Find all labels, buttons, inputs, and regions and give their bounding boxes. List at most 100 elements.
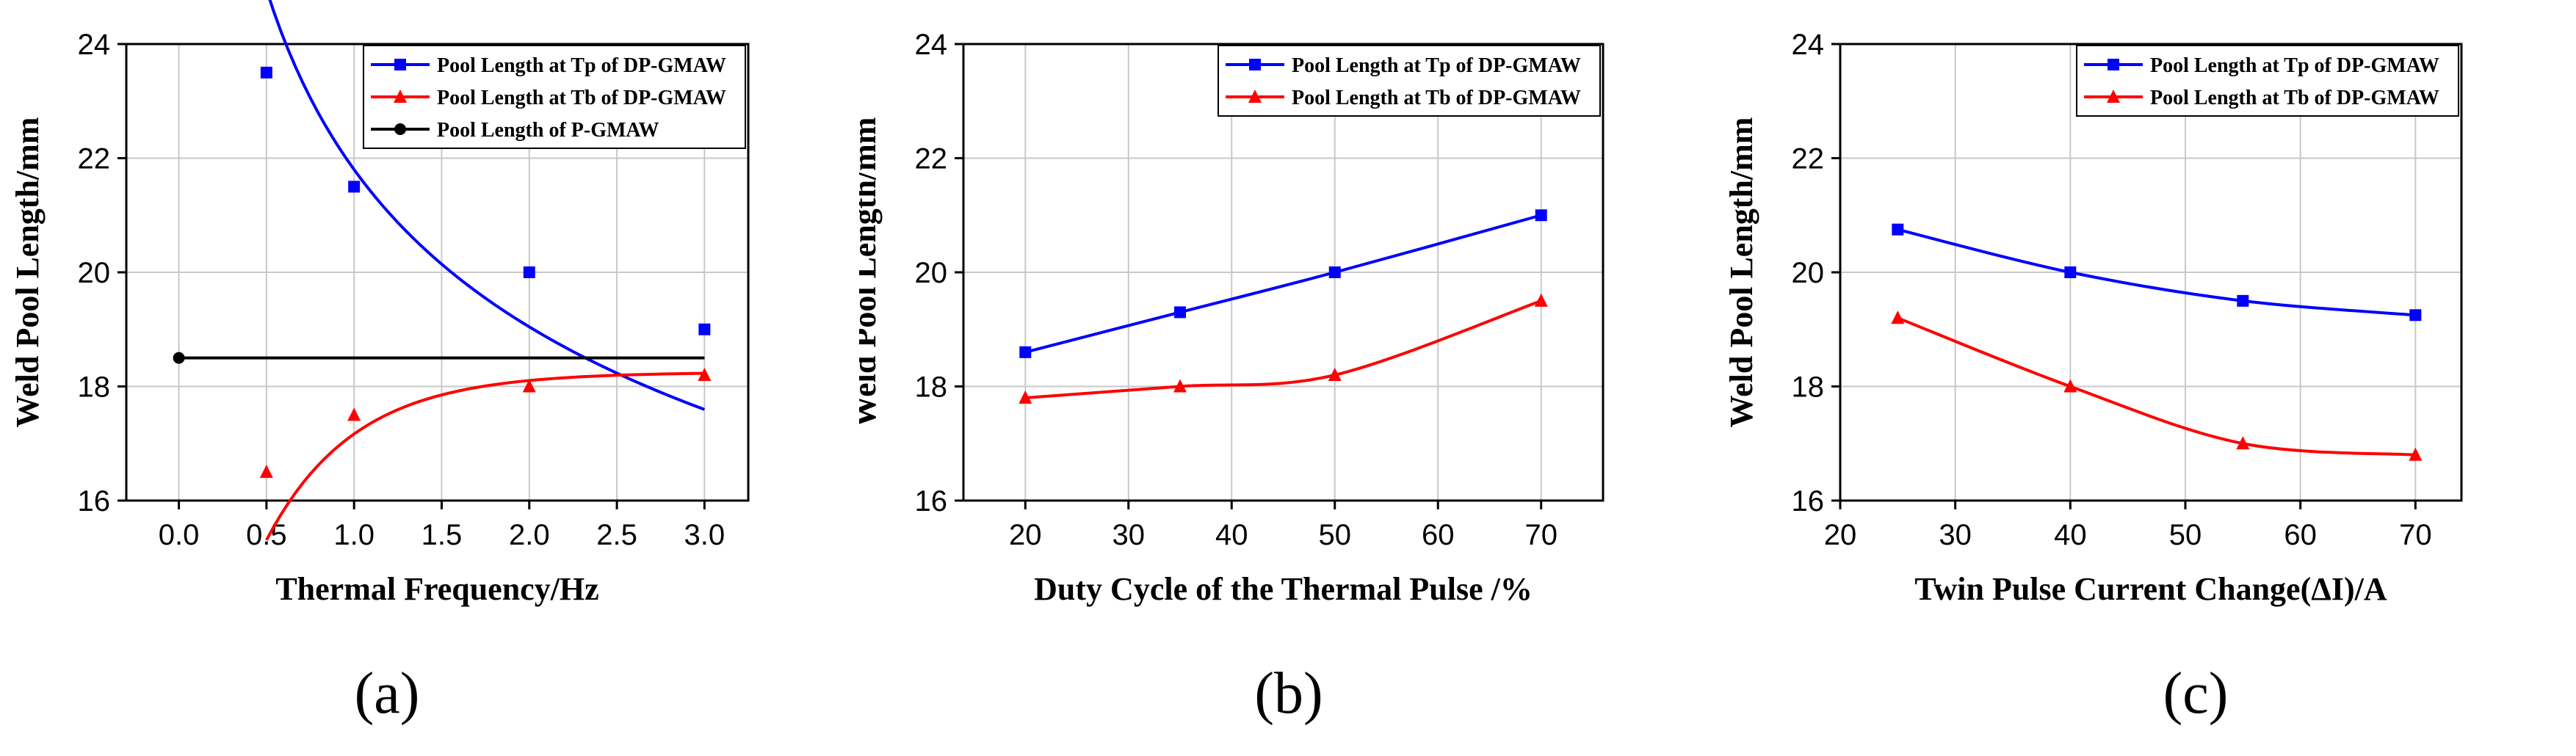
data-point [173, 352, 185, 364]
series-1 [1019, 293, 1548, 404]
series-0 [1892, 223, 2422, 321]
data-point [2236, 436, 2250, 450]
y-tick-label: 20 [915, 257, 948, 289]
y-tick-label: 24 [78, 29, 111, 61]
data-point [1535, 209, 1547, 222]
y-tick-label: 18 [78, 371, 111, 404]
x-axis-title: Twin Pulse Current Change(ΔI)/A [1914, 571, 2387, 607]
series-1 [1891, 310, 2423, 461]
series-0 [1019, 209, 1547, 358]
y-tick-label: 16 [78, 485, 111, 517]
data-point [259, 465, 273, 479]
panel-label-c: (c) [2163, 661, 2229, 726]
y-tick-label: 20 [1792, 257, 1825, 289]
legend: Pool Length at Tp of DP-GMAW Pool Length … [1218, 45, 1601, 117]
data-point [2063, 379, 2077, 393]
data-point [2064, 266, 2077, 278]
data-point [1019, 390, 1032, 404]
data-point [522, 379, 536, 393]
data-point [1174, 306, 1187, 319]
x-tick-label: 70 [1524, 519, 1557, 551]
series-line [1897, 316, 2416, 457]
data-point [348, 181, 361, 193]
data-point [523, 266, 535, 278]
data-point [2409, 309, 2422, 321]
legend-marker [394, 59, 406, 70]
y-tick-label: 20 [78, 257, 111, 289]
y-tick-label: 22 [915, 143, 948, 175]
x-tick-label: 50 [2169, 519, 2202, 551]
legend-label: Pool Length at Tb of DP-GMAW [437, 87, 726, 109]
series-line [268, 0, 706, 411]
x-tick-label: 0.5 [246, 519, 287, 551]
legend-marker [394, 123, 406, 135]
legend-label: Pool Length at Tp of DP-GMAW [2150, 54, 2439, 77]
y-tick-label: 22 [1792, 143, 1825, 175]
x-tick-label: 60 [2284, 519, 2317, 551]
y-tick-label: 24 [1792, 29, 1825, 61]
legend-box [1218, 45, 1601, 117]
legend-label: Pool Length at Tp of DP-GMAW [437, 54, 726, 77]
x-tick-label: 2.0 [509, 519, 550, 551]
x-axis-title: Duty Cycle of the Thermal Pulse /% [1034, 571, 1533, 607]
x-tick-label: 40 [1215, 519, 1248, 551]
y-tick-label: 18 [1792, 371, 1825, 404]
legend-marker [1248, 90, 1262, 103]
legend-marker [394, 90, 407, 103]
series-0 [260, 0, 711, 411]
legend: Pool Length at Tp of DP-GMAW Pool Length … [2076, 45, 2459, 117]
legend-box [2076, 45, 2459, 117]
x-tick-label: 2.5 [596, 519, 637, 551]
x-tick-label: 60 [1422, 519, 1455, 551]
data-point [1328, 266, 1341, 278]
x-tick-label: 30 [1939, 519, 1972, 551]
legend-marker [2108, 59, 2119, 70]
data-point [260, 66, 272, 79]
legend-label: Pool Length at Tb of DP-GMAW [2150, 87, 2439, 109]
panel-label-b: (b) [1254, 661, 1323, 726]
x-tick-label: 20 [1009, 519, 1042, 551]
y-axis-title: Weld Pool Length/mm [1723, 117, 1759, 428]
x-tick-label: 30 [1112, 519, 1146, 551]
y-axis-title: Weld Pool Length/mm [10, 117, 46, 428]
legend-marker [2107, 90, 2120, 103]
y-tick-label: 16 [915, 485, 948, 517]
panel-label-a: (a) [354, 661, 420, 726]
x-tick-label: 3.0 [684, 519, 726, 551]
legend: Pool Length at Tp of DP-GMAW Pool Length … [363, 45, 746, 149]
series-line [265, 371, 705, 541]
data-point [1173, 379, 1187, 393]
y-axis-title: Weld Pool Length/mm [859, 117, 883, 428]
data-point [698, 323, 711, 335]
x-tick-label: 50 [1318, 519, 1351, 551]
data-point [1328, 367, 1342, 381]
legend-label: Pool Length at Tp of DP-GMAW [1292, 54, 1581, 77]
data-point [2237, 294, 2249, 307]
chart-panel-a: 0.0 0.5 1.0 1.5 2.0 2.5 3.0 16 18 20 22 24 Thermal F… [10, 0, 750, 607]
y-tick-label: 16 [1792, 485, 1825, 517]
data-point [1891, 310, 1905, 324]
x-tick-label: 20 [1824, 519, 1857, 551]
chart-panel-c: 20 30 40 50 60 70 16 18 20 22 24 Twin Pulse Current… [1723, 29, 2463, 607]
y-tick-label: 22 [78, 143, 111, 175]
x-tick-label: 40 [2054, 519, 2087, 551]
series-line [1897, 228, 2416, 317]
data-point [1019, 346, 1032, 358]
chart-panel-b: 20 30 40 50 60 70 16 18 20 22 24 Duty Cycle of the … [859, 29, 1604, 607]
x-tick-label: 1.5 [422, 519, 463, 551]
data-point [2409, 447, 2423, 461]
series-1 [259, 367, 712, 541]
data-point [1892, 223, 1904, 236]
series-line [1025, 299, 1542, 400]
legend-marker [1249, 59, 1261, 70]
y-tick-label: 24 [915, 29, 948, 61]
legend-label: Pool Length of P-GMAW [437, 119, 659, 142]
x-axis-title: Thermal Frequency/Hz [275, 571, 598, 607]
x-tick-label: 0.0 [159, 519, 200, 551]
x-tick-label: 1.0 [333, 519, 375, 551]
y-tick-label: 18 [915, 371, 948, 404]
legend-label: Pool Length at Tb of DP-GMAW [1292, 87, 1581, 109]
series-line [1024, 214, 1542, 354]
data-point [698, 367, 712, 381]
